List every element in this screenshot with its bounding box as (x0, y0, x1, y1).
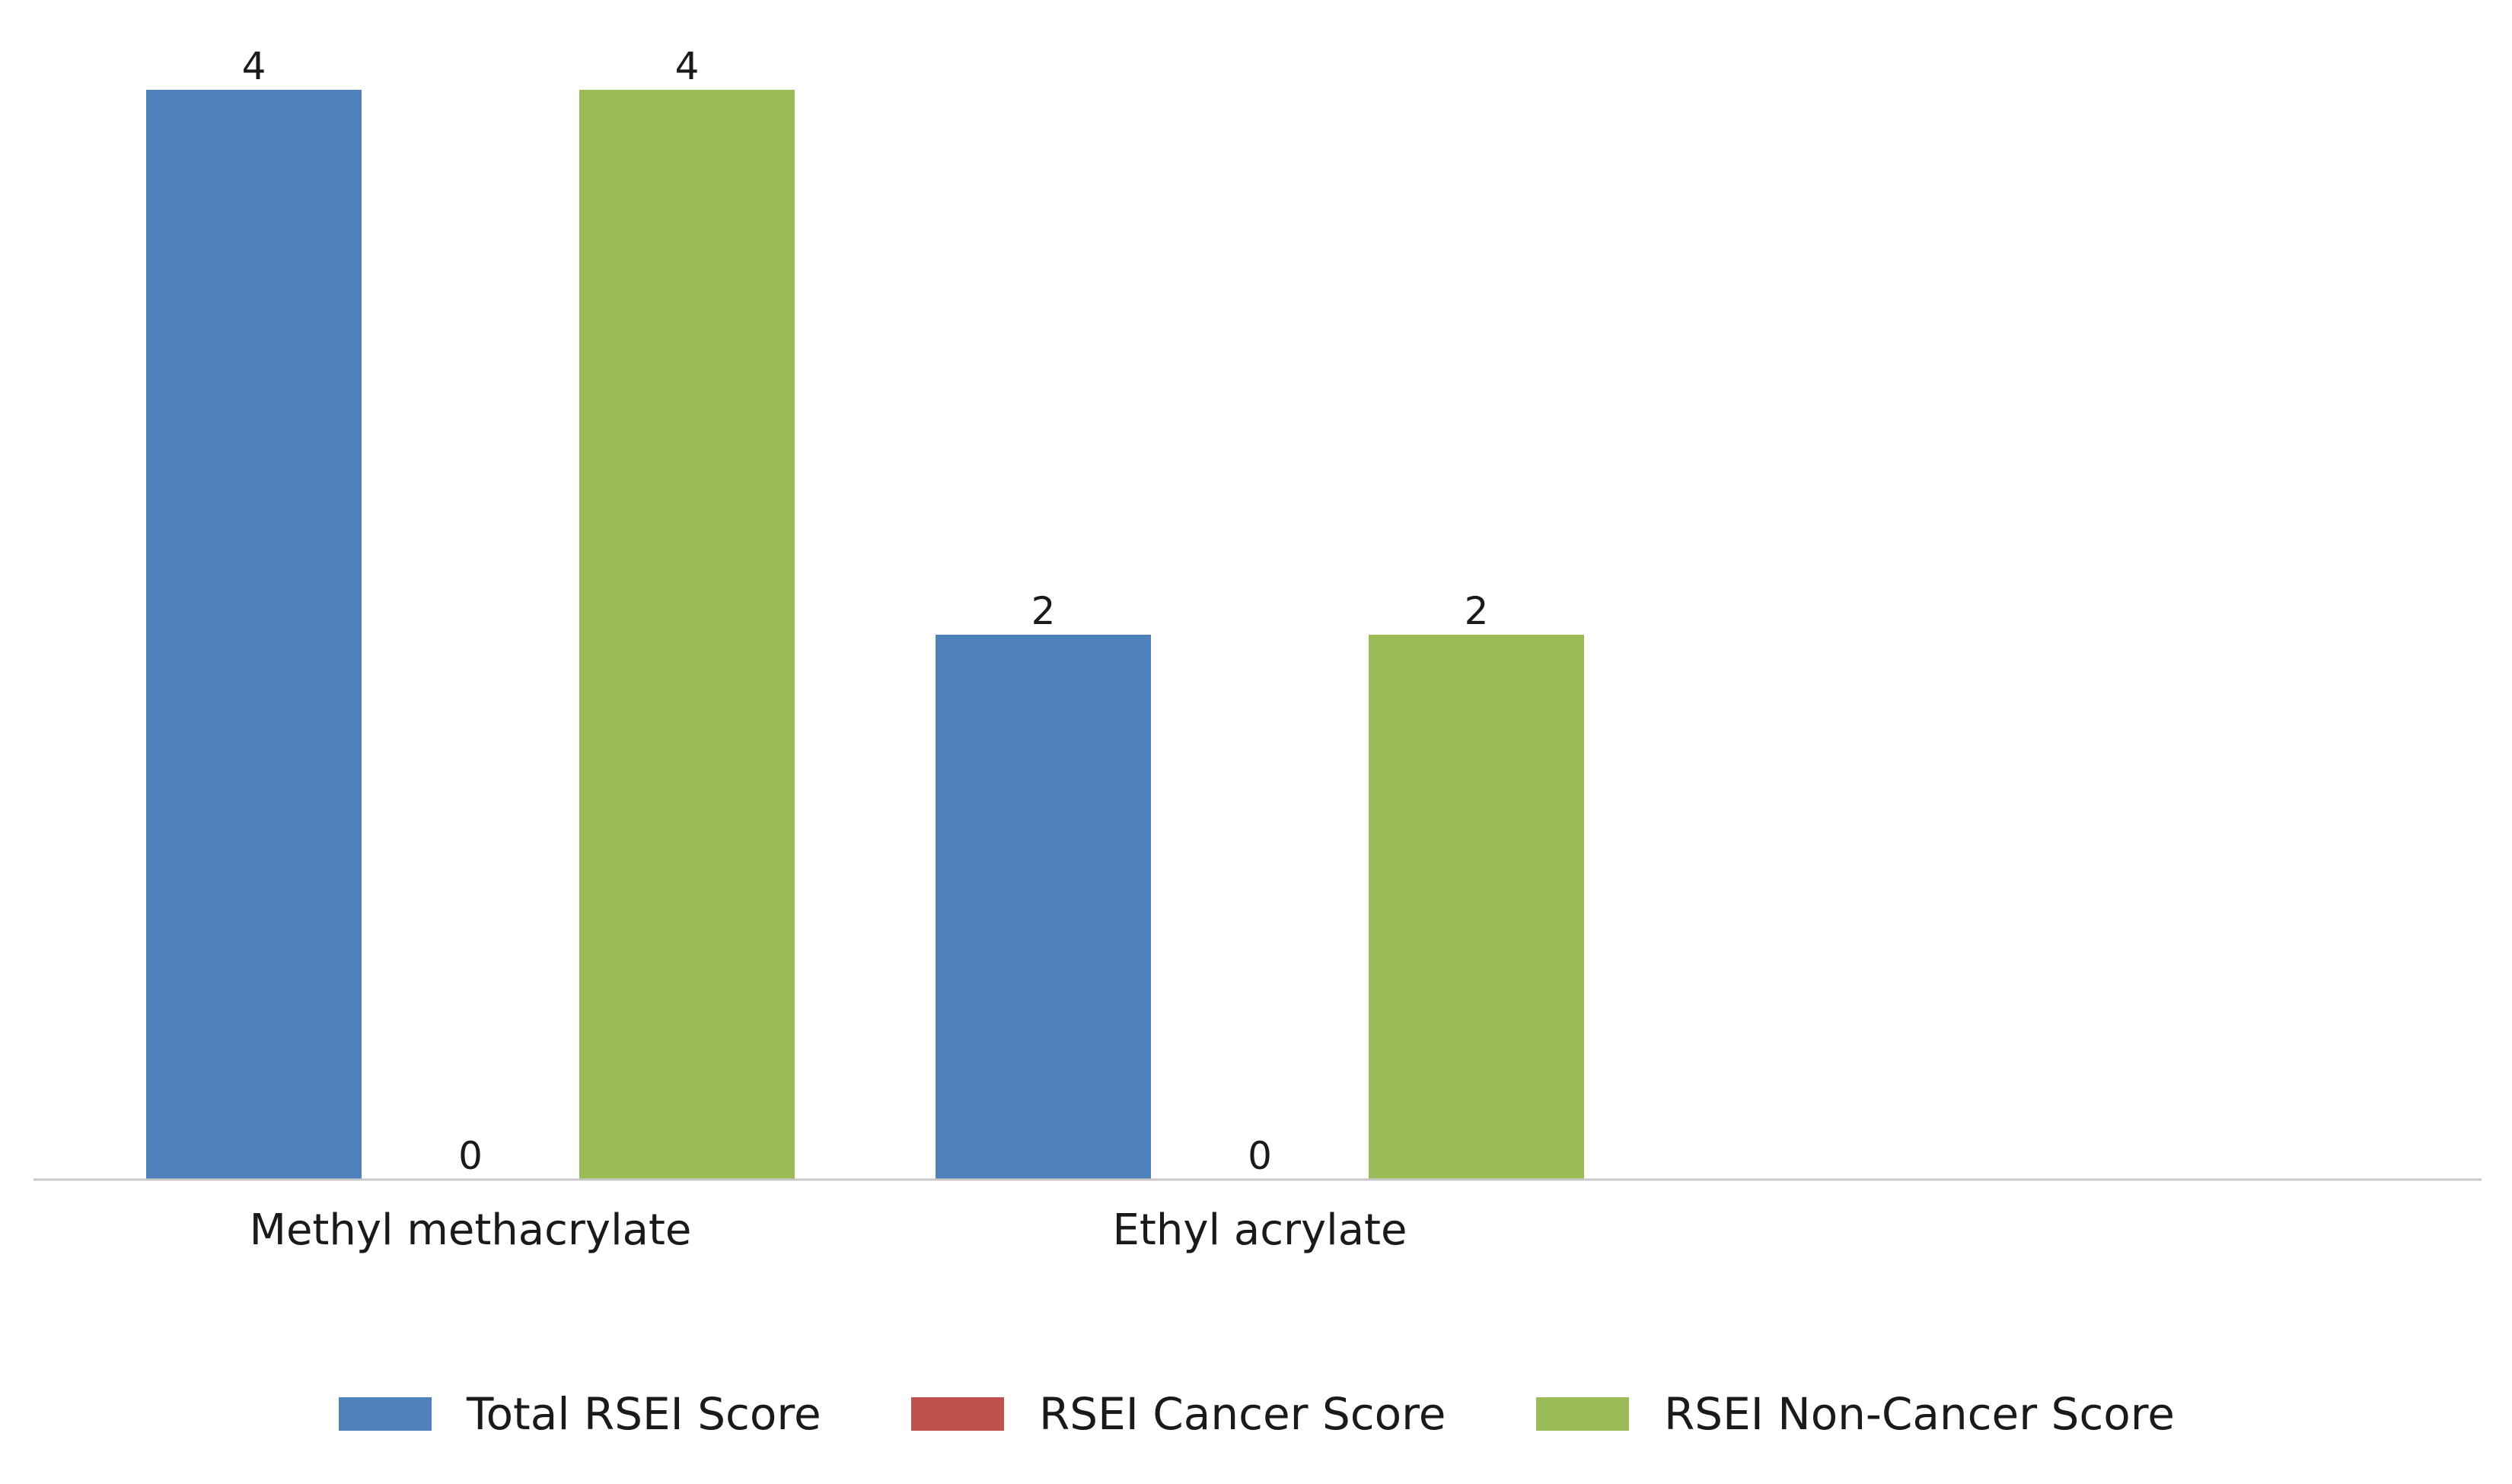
bar-rsei-non-cancer-score-1 (1369, 635, 1584, 1180)
data-label: 0 (1248, 1134, 1272, 1178)
data-label: 2 (1031, 589, 1056, 633)
legend-swatch (911, 1397, 1004, 1431)
x-tick-label: Ethyl acrylate (1113, 1205, 1407, 1255)
bars-layer (146, 90, 1584, 1180)
bar-rsei-non-cancer-score-0 (579, 90, 795, 1180)
data-label: 2 (1465, 589, 1489, 633)
legend-swatch (1536, 1397, 1629, 1431)
x-tick-label: Methyl methacrylate (250, 1205, 692, 1255)
bar-total-rsei-score-1 (936, 635, 1151, 1180)
legend-label: RSEI Cancer Score (1039, 1388, 1446, 1440)
x-tick-labels: Methyl methacrylate Ethyl acrylate (250, 1205, 1407, 1255)
legend-label: RSEI Non-Cancer Score (1664, 1388, 2175, 1440)
legend-swatch (339, 1397, 432, 1431)
data-label: 4 (675, 44, 700, 88)
data-labels-layer: 4 0 4 2 0 2 (242, 44, 1489, 1178)
legend: Total RSEI Score RSEI Cancer Score RSEI No… (339, 1388, 2175, 1440)
bar-total-rsei-score-0 (146, 90, 362, 1180)
data-label: 4 (242, 44, 266, 88)
legend-label: Total RSEI Score (466, 1388, 821, 1440)
data-label: 0 (458, 1134, 483, 1178)
